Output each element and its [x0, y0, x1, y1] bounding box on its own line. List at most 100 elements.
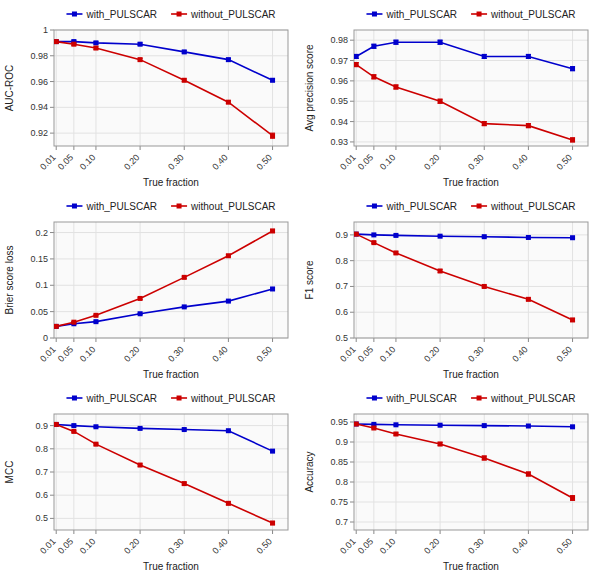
legend-marker	[72, 12, 77, 17]
series	[54, 39, 275, 138]
tick	[484, 146, 485, 150]
grid-line	[440, 414, 441, 530]
legend-marker	[72, 204, 77, 209]
plot-background	[54, 222, 288, 338]
legend-item: with_PULSCAR	[66, 393, 157, 404]
tick	[184, 338, 185, 342]
tick-label: 0.15	[30, 254, 48, 264]
marker	[54, 39, 59, 44]
tick-label: 0.98	[330, 35, 348, 45]
marker	[526, 54, 531, 59]
marker	[393, 250, 398, 255]
legend-label: without_PULSCAR	[190, 393, 275, 404]
grid-line	[184, 30, 185, 146]
legend-item: with_PULSCAR	[66, 9, 157, 20]
tick	[50, 133, 54, 134]
tick	[440, 530, 441, 534]
marker	[182, 49, 187, 54]
legend-label: without_PULSCAR	[490, 9, 575, 20]
tick-label: 0.40	[210, 344, 229, 363]
error-bar	[482, 54, 487, 58]
data-area	[354, 40, 575, 143]
grid-line	[95, 414, 96, 530]
marker	[182, 481, 187, 486]
tick	[350, 502, 354, 503]
marker	[93, 40, 98, 45]
marker	[138, 42, 143, 47]
marker	[393, 432, 398, 437]
tick	[373, 146, 374, 150]
tick	[350, 121, 354, 122]
axis-label: AUC-ROC	[4, 65, 15, 112]
tick-label: 0.7	[335, 517, 348, 527]
axis-label: MCC	[4, 461, 15, 484]
tick-label: 1	[43, 25, 48, 35]
marker	[482, 284, 487, 289]
tick-label: 0.97	[330, 56, 348, 66]
grid-line	[354, 442, 588, 443]
error-bar	[526, 54, 531, 58]
tick	[272, 530, 273, 534]
tick-label: 0.20	[422, 536, 441, 555]
grid-line	[354, 101, 588, 102]
tick	[440, 146, 441, 150]
tick	[228, 146, 229, 150]
tick-label: 0.9	[335, 437, 348, 447]
legend-marker	[477, 204, 482, 209]
marker	[438, 99, 443, 104]
tick	[50, 107, 54, 108]
series	[54, 39, 275, 83]
grid-line	[54, 55, 288, 56]
marker	[482, 234, 487, 239]
tick-label: 0.05	[356, 152, 375, 171]
grid-line	[354, 422, 588, 423]
tick-label: 0.75	[330, 497, 348, 507]
legend-item: with_PULSCAR	[366, 9, 457, 20]
series	[354, 62, 575, 142]
tick	[50, 55, 54, 56]
tick-label: 0.20	[422, 344, 441, 363]
plot-background	[354, 414, 588, 530]
tick	[73, 530, 74, 534]
tick	[228, 338, 229, 342]
tick-label: 0.40	[510, 152, 529, 171]
tick-label: 0.40	[510, 344, 529, 363]
error-bar	[371, 75, 376, 79]
marker	[270, 133, 275, 138]
marker	[570, 496, 575, 501]
error-bar	[438, 442, 443, 445]
marker	[270, 449, 275, 454]
legend-item: without_PULSCAR	[171, 9, 275, 20]
marker	[138, 57, 143, 62]
panel: 00.050.10.150.20.010.050.100.200.300.400…	[4, 201, 288, 381]
legend-item: without_PULSCAR	[171, 393, 275, 404]
tick	[373, 338, 374, 342]
tick	[350, 522, 354, 523]
marker	[371, 74, 376, 79]
tick	[572, 530, 573, 534]
marker	[226, 299, 231, 304]
grid-line	[354, 462, 588, 463]
tick-label: 0.30	[166, 344, 185, 363]
line	[356, 42, 572, 68]
marker	[393, 422, 398, 427]
legend: with_PULSCARwithout_PULSCAR	[366, 393, 575, 404]
series	[54, 228, 275, 328]
line	[56, 424, 272, 523]
tick-label: 0.94	[330, 117, 348, 127]
tick	[184, 530, 185, 534]
grid-line	[484, 222, 485, 338]
error-bar	[482, 456, 487, 460]
tick	[228, 530, 229, 534]
series	[354, 422, 575, 430]
tick-label: 0	[43, 333, 48, 343]
grid-line	[356, 414, 357, 530]
grid-line	[73, 30, 74, 146]
marker	[226, 501, 231, 506]
grid-line	[395, 414, 396, 530]
tick-label: 0.6	[35, 490, 48, 500]
grid-line	[354, 482, 588, 483]
tick	[350, 312, 354, 313]
marker	[570, 66, 575, 71]
error-bar	[393, 85, 398, 89]
